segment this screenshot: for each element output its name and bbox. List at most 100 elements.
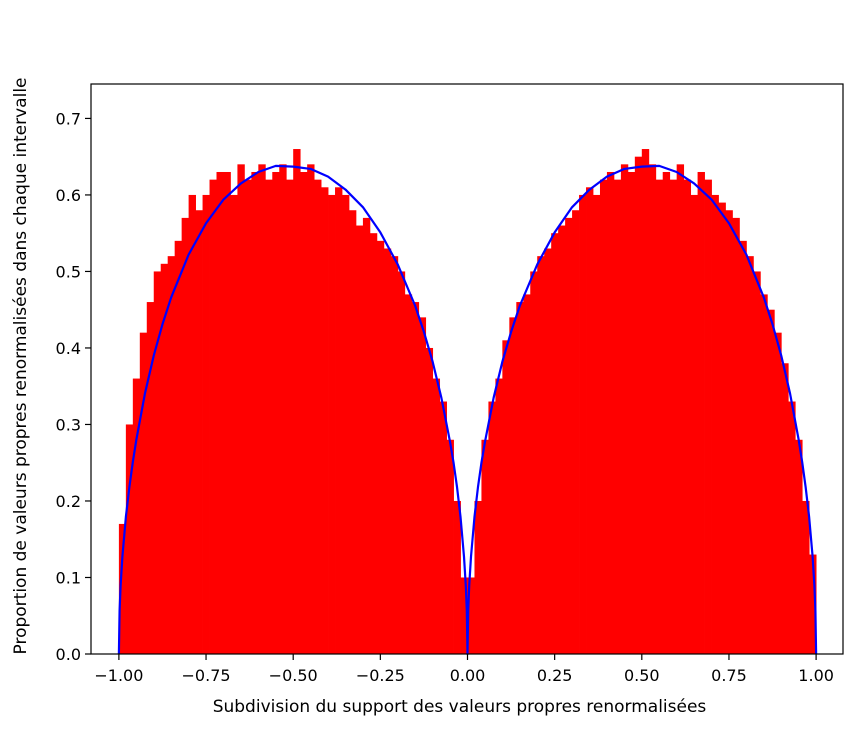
- y-axis-label: Proportion de valeurs propres renormalis…: [11, 78, 31, 655]
- histogram-bar: [349, 210, 356, 654]
- histogram-bar: [495, 379, 502, 654]
- histogram-bar: [182, 218, 189, 654]
- histogram-bar: [719, 203, 726, 654]
- x-tick-label: 0.25: [537, 666, 573, 685]
- histogram-bar: [363, 218, 370, 654]
- histogram-bar: [203, 195, 210, 654]
- histogram-bar: [502, 340, 509, 654]
- histogram-bar: [670, 180, 677, 654]
- histogram-bar: [300, 172, 307, 654]
- histogram-bar: [530, 271, 537, 654]
- histogram-bar: [377, 241, 384, 654]
- histogram-bar: [691, 195, 698, 654]
- histogram-bar: [384, 249, 391, 655]
- histogram-bar: [161, 264, 168, 654]
- y-tick-label: 0.7: [56, 109, 81, 128]
- y-tick-label: 0.6: [56, 186, 81, 205]
- x-tick-label: −0.25: [356, 666, 405, 685]
- histogram-bar: [412, 302, 419, 654]
- histogram-bar: [551, 233, 558, 654]
- histogram-bar: [760, 294, 767, 654]
- histogram-bar: [614, 180, 621, 654]
- histogram-bar: [140, 333, 147, 654]
- histogram-bar: [642, 149, 649, 654]
- x-tick-label: −0.50: [269, 666, 318, 685]
- x-tick-label: 0.00: [450, 666, 486, 685]
- histogram-bar: [607, 172, 614, 654]
- histogram-bar: [210, 180, 217, 654]
- histogram-bar: [154, 271, 161, 654]
- histogram-bar: [698, 172, 705, 654]
- histogram-bar: [705, 180, 712, 654]
- histogram-bar: [774, 333, 781, 654]
- x-tick-label: 1.00: [798, 666, 834, 685]
- y-tick-label: 0.5: [56, 262, 81, 281]
- histogram-bar: [767, 310, 774, 654]
- histogram-bar: [753, 271, 760, 654]
- histogram-bar: [586, 187, 593, 654]
- histogram-bar: [244, 180, 251, 654]
- histogram-bar: [279, 164, 286, 654]
- x-tick-label: 0.50: [624, 666, 660, 685]
- histogram-bar: [196, 210, 203, 654]
- histogram-bar: [426, 348, 433, 654]
- histogram-bar: [558, 226, 565, 654]
- histogram-bar: [314, 180, 321, 654]
- histogram-bar: [126, 424, 133, 654]
- histogram-bar: [342, 195, 349, 654]
- histogram-bar: [649, 164, 656, 654]
- histogram-bar: [328, 195, 335, 654]
- y-tick-label: 0.4: [56, 339, 81, 358]
- histogram-bar: [579, 195, 586, 654]
- y-tick-label: 0.2: [56, 492, 81, 511]
- y-tick-label: 0.0: [56, 645, 81, 664]
- histogram-bar: [217, 172, 224, 654]
- histogram-bar: [335, 187, 342, 654]
- histogram-bar: [523, 294, 530, 654]
- histogram-bar: [433, 379, 440, 654]
- y-tick-label: 0.1: [56, 568, 81, 587]
- histogram-bar: [398, 271, 405, 654]
- histogram-bar: [732, 218, 739, 654]
- histogram-bar: [746, 256, 753, 654]
- histogram-bar: [593, 195, 600, 654]
- histogram-bar: [509, 317, 516, 654]
- histogram-bar: [712, 195, 719, 654]
- histogram-bar: [447, 440, 454, 654]
- x-axis-label: Subdivision du support des valeurs propr…: [213, 697, 707, 717]
- histogram-bar: [788, 402, 795, 654]
- histogram-bar: [356, 226, 363, 654]
- histogram-bar: [321, 187, 328, 654]
- histogram-bar: [516, 302, 523, 654]
- histogram-bar: [440, 402, 447, 654]
- histogram-bar: [258, 164, 265, 654]
- histogram-bar: [230, 195, 237, 654]
- histogram-bar: [572, 210, 579, 654]
- histogram-bar: [168, 256, 175, 654]
- histogram-bar: [656, 180, 663, 654]
- histogram-bar: [272, 172, 279, 654]
- y-tick-label: 0.3: [56, 415, 81, 434]
- histogram-bar: [684, 180, 691, 654]
- histogram-bar: [600, 180, 607, 654]
- histogram-bar: [795, 440, 802, 654]
- histogram-bar: [189, 195, 196, 654]
- histogram-bar: [265, 180, 272, 654]
- histogram-bar: [628, 172, 635, 654]
- histogram-bar: [237, 164, 244, 654]
- histogram-bar: [405, 294, 412, 654]
- histogram-bar: [565, 218, 572, 654]
- histogram-bar: [739, 241, 746, 654]
- histogram-bar: [293, 149, 300, 654]
- x-tick-label: 0.75: [711, 666, 747, 685]
- histogram-bar: [635, 157, 642, 654]
- histogram-bar: [725, 210, 732, 654]
- histogram-bar: [370, 233, 377, 654]
- histogram-bar: [419, 317, 426, 654]
- histogram-bar: [677, 164, 684, 654]
- histogram-bar: [802, 501, 809, 654]
- histogram-bar: [481, 440, 488, 654]
- histogram-bar: [781, 363, 788, 654]
- histogram-bar: [537, 256, 544, 654]
